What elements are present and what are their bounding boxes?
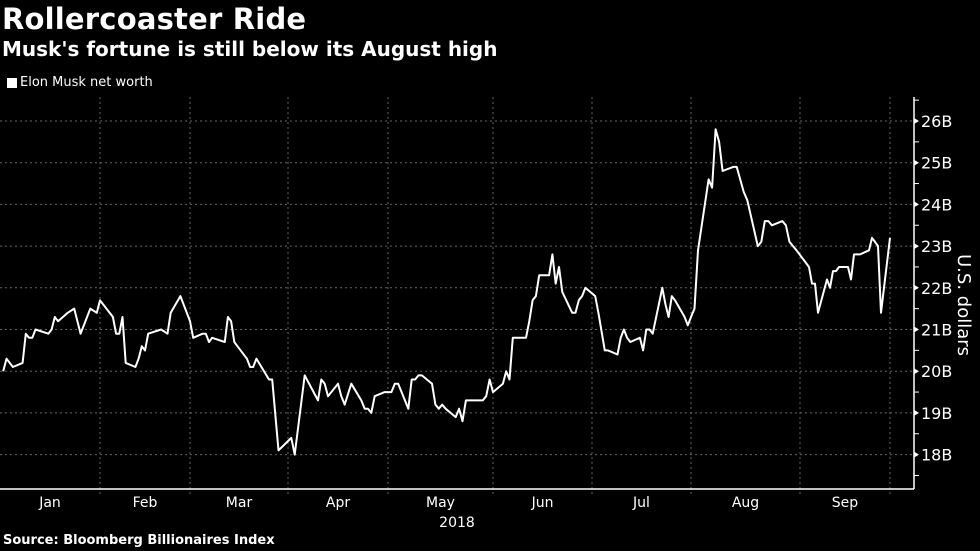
y-tick [914,201,919,208]
source-note: Source: Bloomberg Billionaires Index [3,533,275,548]
y-tick-label: 24B [921,195,952,214]
legend-label: Elon Musk net worth [20,75,153,90]
y-tick [914,284,919,291]
y-tick [914,451,919,458]
x-tick-label: Jan [38,495,61,511]
y-tick [914,118,919,124]
y-tick-label: 19B [921,404,952,423]
y-tick [914,326,919,333]
x-tick-label: Mar [226,495,253,511]
y-tick [914,409,919,416]
y-tick [914,159,919,166]
x-tick-label: May [426,495,455,511]
plot-area [2,128,891,456]
legend: Elon Musk net worth [7,75,153,90]
y-tick [914,243,919,250]
y-tick-label: 23B [921,237,952,256]
y-tick [914,368,919,375]
chart-subtitle: Musk's fortune is still below its August… [2,37,498,61]
y-tick-label: 21B [921,321,952,340]
y-tick-label: 25B [921,154,952,173]
x-tick-label: Feb [133,495,158,511]
x-tick-label: Apr [326,495,350,511]
legend-swatch [7,77,17,88]
chart-title: Rollercoaster Ride [2,2,307,36]
x-tick-label: Sep [832,495,859,511]
x-axis-label: 2018 [439,515,475,531]
series-line-elon-musk-net-worth [2,128,891,456]
y-tick-label: 20B [921,362,952,381]
x-tick-label: Jun [531,495,554,511]
y-tick-label: 18B [921,446,952,465]
grid [0,97,914,494]
axes: 18B 19B 20B 21B 22B 23B 24B 25B 26B Jan Feb Mar Apr M… [0,97,952,511]
x-tick-label: Jul [632,495,650,511]
x-tick-label: Aug [732,495,759,511]
y-tick-label: 22B [921,279,952,298]
y-axis-label: U.S. dollars [953,254,974,356]
y-tick-label: 26B [921,112,952,131]
